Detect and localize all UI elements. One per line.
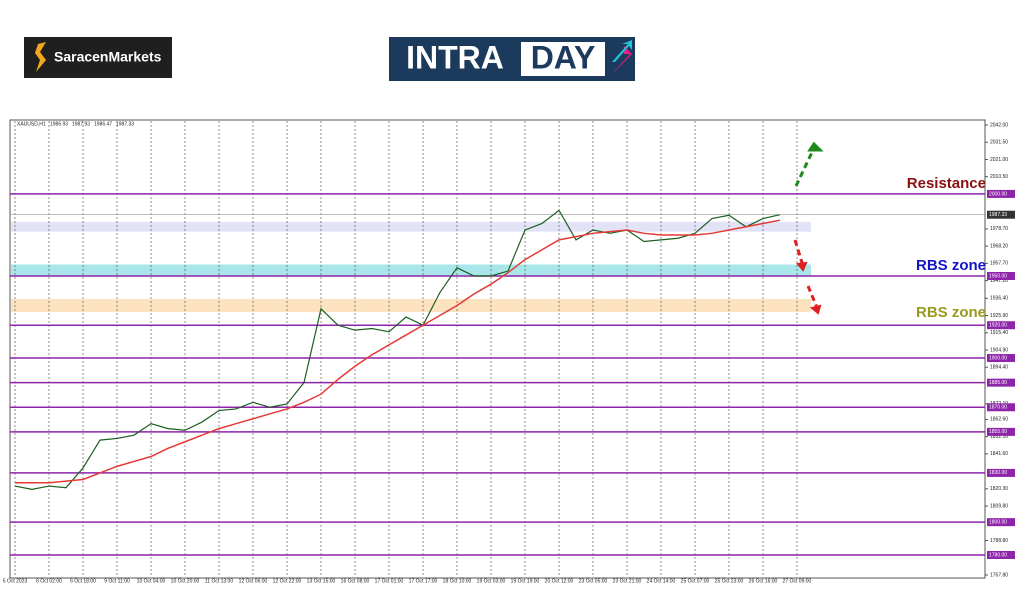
moving-average [15, 219, 781, 484]
x-tick-label: 19 Oct 19:00 [511, 578, 540, 584]
y-tick-label: 2042.00 [990, 122, 1008, 128]
y-tick-label: 1978.70 [990, 226, 1008, 232]
level-label: 1830.00 [989, 470, 1007, 476]
y-tick-label: 1915.40 [990, 330, 1008, 336]
level-tag [987, 468, 1015, 477]
ohlc-value: 1987.93 [72, 121, 90, 127]
plot: 5 Oct 2023 6 Oct 02:00 6 Oct 18:00 9 Oct 11… [3, 121, 1015, 584]
price-series [14, 209, 781, 490]
level-label: 1885.00 [989, 380, 1007, 386]
badge-right: DAY [531, 39, 596, 75]
up-arrow-head [807, 141, 824, 152]
level-tag [987, 354, 1015, 363]
level-label: 1800.00 [989, 519, 1007, 525]
annotation: Resistance [907, 175, 986, 192]
badge-left: INTRA [406, 39, 504, 75]
down-arrow-head [796, 261, 808, 272]
x-tick-label: 26 Oct 16:00 [749, 578, 778, 584]
plot-frame [9, 119, 986, 579]
y-tick-label: 1767.80 [990, 572, 1008, 578]
level-tag [987, 403, 1015, 412]
level-label: 1780.00 [989, 552, 1007, 558]
annotation: RBS zone [916, 257, 986, 274]
price-tag [987, 210, 1015, 219]
y-tick-label: 1841.60 [990, 451, 1008, 457]
y-tick-label: 1852.10 [990, 434, 1008, 440]
x-tick-label: 24 Oct 14:00 [647, 578, 676, 584]
broker-logo [24, 37, 172, 78]
ohlc-value: 1986.93 [50, 121, 68, 127]
down-arrow-head [809, 304, 822, 315]
x-tick-label: 11 Oct 13:00 [205, 578, 233, 584]
x-tick-label: 23 Oct 21:00 [613, 578, 642, 584]
x-tick-label: 12 Oct 22:00 [273, 578, 302, 584]
x-tick-label: 10 Oct 04:00 [137, 578, 166, 584]
x-tick-label: 13 Oct 15:00 [307, 578, 336, 584]
zone [11, 298, 811, 313]
level-label: 1900.00 [989, 355, 1007, 361]
ohlc-value: 1987.33 [116, 121, 134, 127]
level-tag [987, 518, 1015, 527]
x-tick-label: 25 Oct 23:00 [715, 578, 744, 584]
x-tick-label: 19 Oct 03:00 [477, 578, 506, 584]
x-tick-label: 6 Oct 02:00 [36, 578, 62, 584]
y-tick-label: 2010.50 [990, 174, 1008, 180]
x-tick-label: 17 Oct 17:00 [409, 578, 438, 584]
x-tick-label: 17 Oct 01:00 [375, 578, 404, 584]
y-tick-label: 1904.90 [990, 347, 1008, 353]
y-tick-label: 1862.60 [990, 417, 1008, 423]
level-tag [987, 271, 1015, 280]
symbol: XAUUSD,H1 [17, 121, 46, 127]
down-arrow [793, 239, 805, 267]
price-label: 1987.33 [989, 212, 1007, 218]
annotation: RBS zone [916, 304, 986, 321]
y-tick-label: 1957.70 [990, 261, 1008, 267]
x-tick-label: 23 Oct 05:00 [579, 578, 608, 584]
level-tag [987, 321, 1015, 330]
y-tick-label: 1809.80 [990, 503, 1008, 509]
y-tick-label: 1894.40 [990, 365, 1008, 371]
x-tick-label: 12 Oct 06:00 [239, 578, 268, 584]
y-tick-label: 1968.20 [990, 243, 1008, 249]
level-tag [987, 550, 1015, 559]
x-tick-label: 9 Oct 11:00 [104, 578, 130, 584]
x-tick-label: 18 Oct 10:00 [443, 578, 472, 584]
y-tick-label: 1936.40 [990, 296, 1008, 302]
y-tick-label: 1788.80 [990, 538, 1008, 544]
level-label: 1950.00 [989, 273, 1007, 279]
x-tick-label: 10 Oct 20:00 [171, 578, 200, 584]
level-tag [987, 189, 1015, 198]
zone [11, 221, 811, 232]
x-tick-label: 25 Oct 07:00 [681, 578, 710, 584]
level-label: 1870.00 [989, 405, 1007, 411]
x-tick-label: 16 Oct 08:00 [341, 578, 370, 584]
y-tick-label: 1925.90 [990, 313, 1008, 319]
x-tick-label: 20 Oct 12:00 [545, 578, 574, 584]
logo-icon [35, 42, 46, 72]
level-label: 1920.00 [989, 323, 1007, 329]
x-tick-label: 5 Oct 2023 [3, 578, 28, 584]
y-tick-label: 1820.30 [990, 486, 1008, 492]
badge-arrow-down [610, 46, 632, 76]
badge-highlight [521, 42, 605, 76]
broker-name: SaracenMarkets [54, 49, 162, 65]
up-arrow [794, 147, 816, 187]
level-tag [987, 378, 1015, 387]
level-label: 1855.00 [989, 429, 1007, 435]
x-tick-label: 6 Oct 18:00 [70, 578, 96, 584]
zone [11, 264, 811, 276]
level-tag [987, 427, 1015, 436]
level-label: 2000.00 [989, 191, 1007, 197]
ohlc-value: 1986.47 [94, 121, 112, 127]
x-tick-label: 27 Oct 09:00 [783, 578, 812, 584]
y-tick-label: 2021.00 [990, 157, 1008, 163]
badge-arrow-up [612, 40, 632, 62]
y-tick-label: 1947.20 [990, 278, 1008, 284]
y-tick-label: 2031.50 [990, 140, 1008, 146]
